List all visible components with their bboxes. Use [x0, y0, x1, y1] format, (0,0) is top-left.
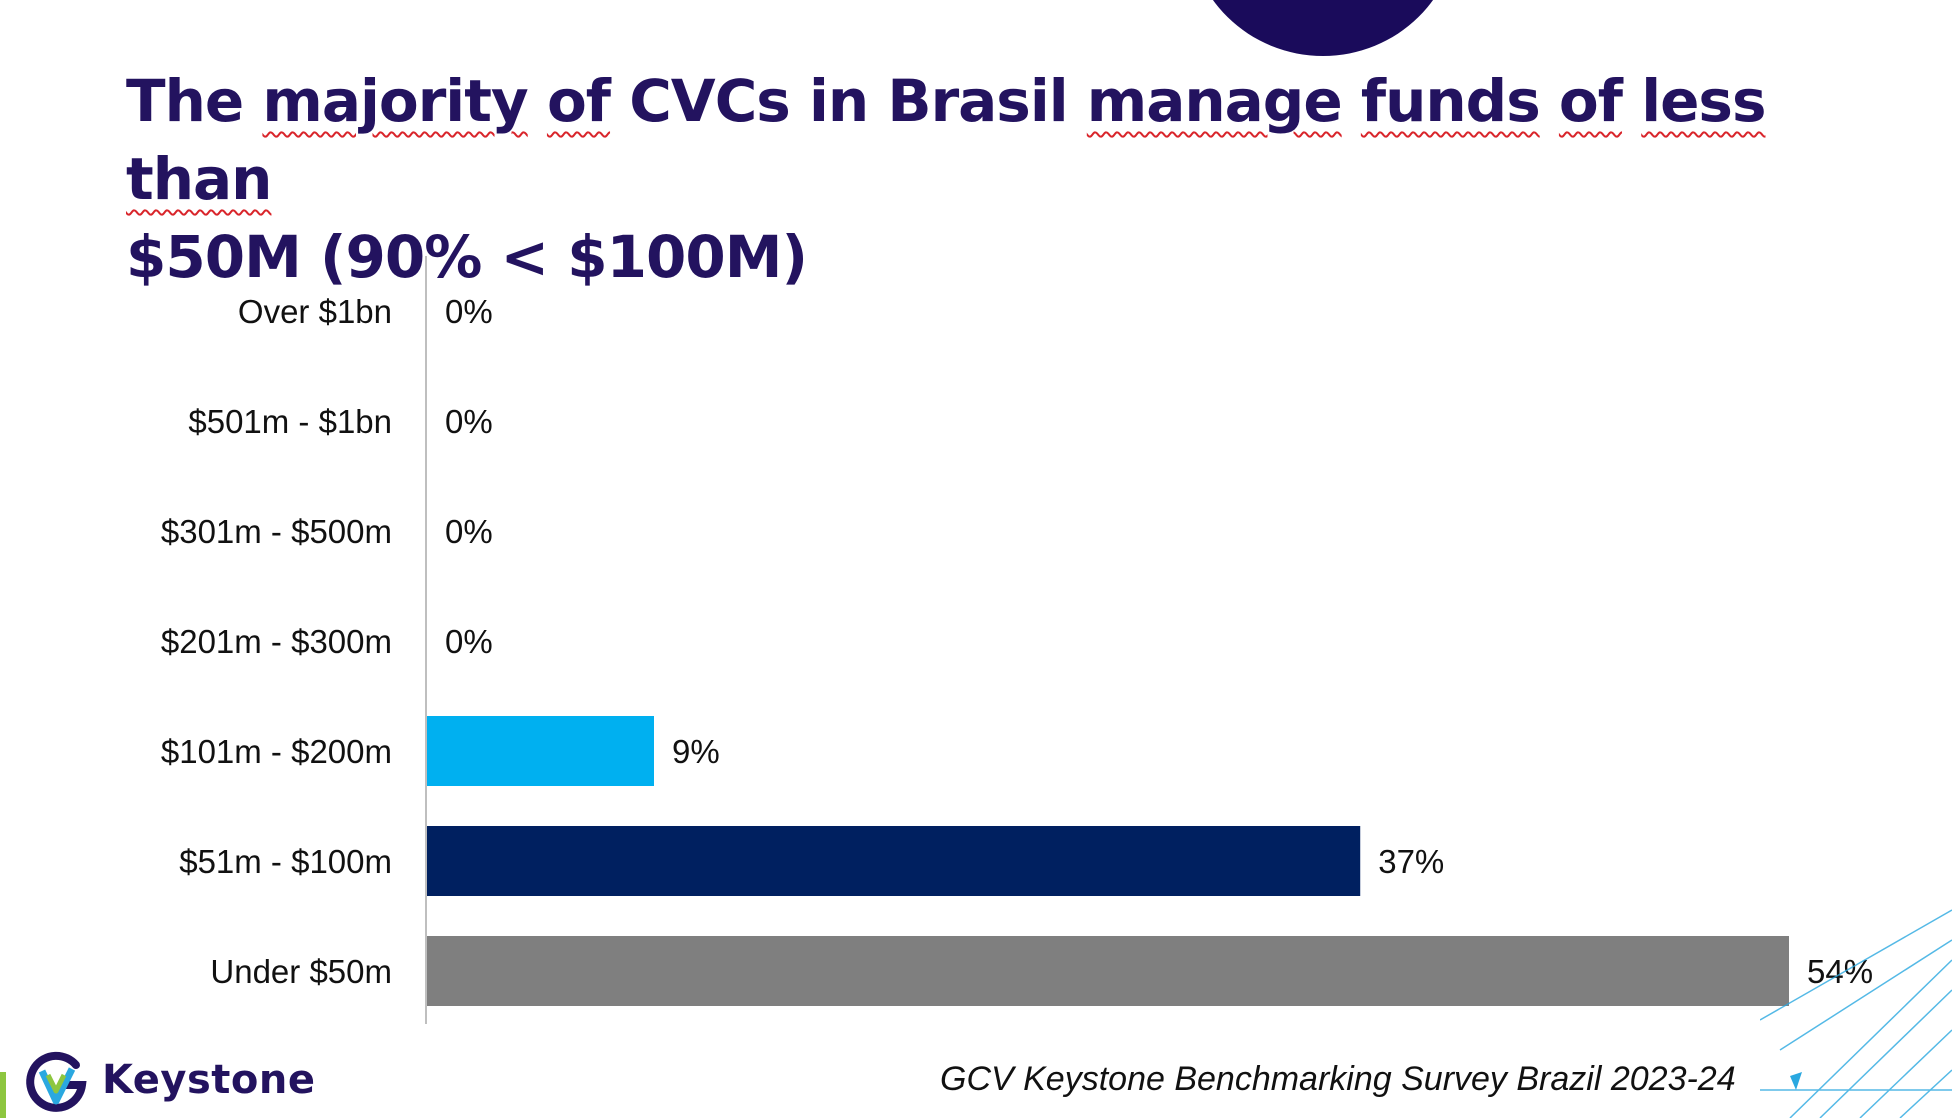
title-word: manage [1086, 67, 1343, 135]
bar [427, 716, 654, 786]
title-word: The [126, 67, 244, 135]
title-word: in [808, 67, 869, 135]
page-title: The majority of CVCs in Brasil manage fu… [126, 62, 1886, 296]
title-line-1: The majority of CVCs in Brasil manage fu… [126, 62, 1886, 218]
title-word: CVCs [629, 67, 791, 135]
value-label: 0% [445, 403, 493, 440]
value-label: 54% [1807, 953, 1873, 990]
title-word: Brasil [887, 67, 1068, 135]
keystone-logo: Keystone [22, 1044, 316, 1116]
category-label: Over $1bn [238, 293, 392, 330]
title-word: of [546, 67, 611, 135]
category-label: Under $50m [210, 953, 392, 990]
category-label: $301m - $500m [161, 513, 392, 550]
category-label: $101m - $200m [161, 733, 392, 770]
title-word: less [1641, 67, 1766, 135]
decorative-lines [1760, 909, 1952, 1118]
title-word: of [1558, 67, 1623, 135]
title-line-2: $50M (90% < $100M) [126, 223, 808, 291]
title-word: funds [1360, 67, 1541, 135]
logo-wordmark: Keystone [102, 1057, 316, 1103]
value-label: 37% [1378, 843, 1444, 880]
title-word: than [126, 145, 272, 213]
value-label: 0% [445, 623, 493, 660]
category-label: $501m - $1bn [188, 403, 392, 440]
fund-size-bar-chart: Over $1bn 0% $501m - $1bn 0% $301m - $500m 0%… [161, 256, 1873, 1024]
source-note: GCV Keystone Benchmarking Survey Brazil … [940, 1060, 1736, 1098]
keystone-logo-icon [26, 1051, 87, 1112]
value-label: 0% [445, 293, 493, 330]
category-label: $201m - $300m [161, 623, 392, 660]
category-label: $51m - $100m [179, 843, 392, 880]
value-label: 9% [672, 733, 720, 770]
value-label: 0% [445, 513, 493, 550]
title-word: majority [262, 67, 528, 135]
bar [427, 826, 1361, 896]
footer-accent-bar [0, 1072, 6, 1118]
bar [427, 936, 1789, 1006]
